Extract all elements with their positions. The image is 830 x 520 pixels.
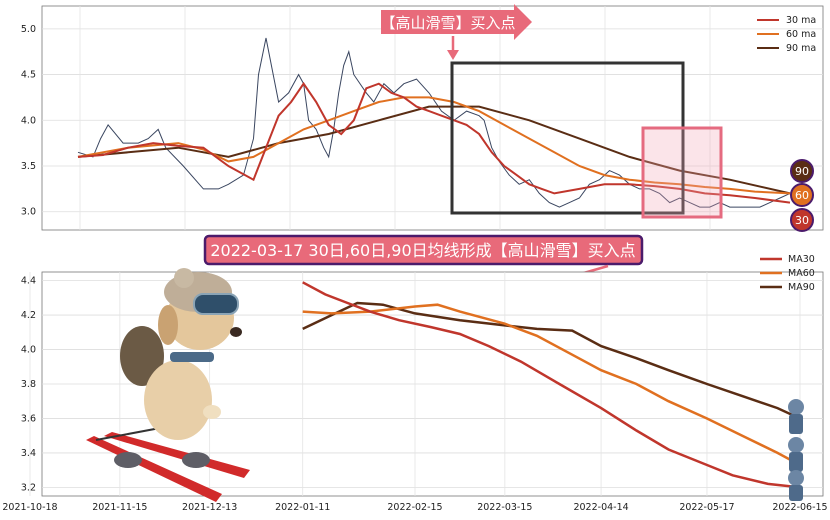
ski-goggles [193,293,239,315]
top-grid [42,6,823,230]
bottom-y-tick-label: 4.2 [21,310,36,321]
bottom-y-tick-label: 3.6 [21,413,36,424]
top-y-tick-label: 5.0 [21,24,36,35]
top-callout-pointer-head [447,50,459,60]
top-callout: 【高山滑雪】买入点 [380,4,532,60]
bottom-x-tick-label: 2022-06-15 [772,502,827,513]
bottom-x-tick-label: 2021-11-15 [92,502,147,513]
top-legend: 30 ma 60 ma 90 ma [757,15,816,54]
skier-2-body [789,452,803,472]
ma60-line-bottom [302,303,801,467]
banner: 2022-03-17 30日,60日,90日均线形成【高山滑雪】买入点 [203,234,644,286]
ski-left [86,436,222,502]
badge-60-text: 60 [795,189,809,202]
dog-body [144,360,212,440]
ma90-line-top [77,105,791,195]
banner-text: 2022-03-17 30日,60日,90日均线形成【高山滑雪】买入点 [210,241,635,260]
top-y-axis: 3.0 3.5 4.0 4.5 5.0 [21,24,36,218]
bottom-x-tick-label: 2021-10-18 [2,502,57,513]
hat-pompom [174,268,194,288]
bottom-y-tick-label: 4.0 [21,345,36,356]
top-y-tick-label: 4.0 [21,115,36,126]
bottom-y-tick-label: 4.4 [21,276,36,287]
bottom-x-tick-label: 2022-04-14 [573,502,628,513]
badge-90-text: 90 [795,165,809,178]
bottom-x-tick-label: 2022-02-15 [387,502,442,513]
dog-ear [158,305,178,345]
ski-right [104,432,250,478]
badge-30-text: 30 [795,214,809,227]
bottom-x-tick-label: 2021-12-13 [182,502,237,513]
top-panel-frame [41,5,824,231]
legend-ma60-label: MA60 [788,268,815,279]
top-panel: 3.0 3.5 4.0 4.5 5.0 【高山滑雪】买入点 30 ma 60 ma 90… [21,4,824,232]
legend-ma30-label: MA30 [788,254,815,265]
dark-highlight-box [450,61,685,215]
skier-1-head [788,399,804,415]
bottom-y-axis: 3.2 3.4 3.6 3.8 4.0 4.2 4.4 [21,276,36,494]
skier-2-head [788,437,804,453]
bottom-y-tick-label: 3.8 [21,379,36,390]
skier-1-body [789,414,803,434]
top-y-tick-label: 4.5 [21,70,36,81]
badge-30-circle [790,208,814,232]
top-callout-text: 【高山滑雪】买入点 [380,14,515,32]
legend-30ma-label: 30 ma [786,15,816,26]
bottom-y-tick-label: 3.2 [21,482,36,493]
bottom-x-axis: 2021-10-18 2021-11-15 2021-12-13 2022-01-11… [2,502,827,513]
bottom-legend: MA30 MA60 MA90 [760,254,815,293]
dog-boot-left [114,452,142,468]
badge-60-circle [790,183,814,207]
bottom-x-tick-label: 2022-03-15 [477,502,532,513]
top-y-tick-label: 3.0 [21,207,36,218]
skier-figure-1 [788,399,804,434]
ma30-line-bottom [302,281,801,489]
ma30-line-top [77,81,791,204]
price-line [77,37,791,208]
skiing-dog-illustration [86,268,250,502]
ma60-line-top [77,96,791,195]
pink-highlight-box [641,126,723,219]
ma90-line-bottom [302,301,801,420]
bottom-y-tick-label: 3.4 [21,448,36,459]
skier-figure-3 [788,470,804,501]
skier-3-head [788,470,804,486]
bottom-x-tick-label: 2022-05-17 [679,502,734,513]
top-y-tick-label: 3.5 [21,161,36,172]
legend-90ma-label: 90 ma [786,43,816,54]
dog-boot-right [182,452,210,468]
legend-ma90-label: MA90 [788,282,815,293]
skier-figure-2 [788,437,804,472]
bottom-x-tick-label: 2022-01-11 [275,502,330,513]
dog-paw [203,405,221,419]
badge-90-circle [790,159,814,183]
dog-scarf [170,352,214,362]
bottom-panel: 3.2 3.4 3.6 3.8 4.0 4.2 4.4 2021-10-18 2021-11-… [2,254,827,513]
dog-backpack [120,326,164,386]
legend-60ma-label: 60 ma [786,29,816,40]
top-callout-arrow-shape [381,4,532,40]
skier-3-body [789,485,803,501]
banner-box [203,234,644,266]
ma-badges: 90 60 30 [790,159,814,232]
skier-figures [788,399,804,501]
dog-nose [230,327,242,337]
ski-pole [95,427,161,441]
